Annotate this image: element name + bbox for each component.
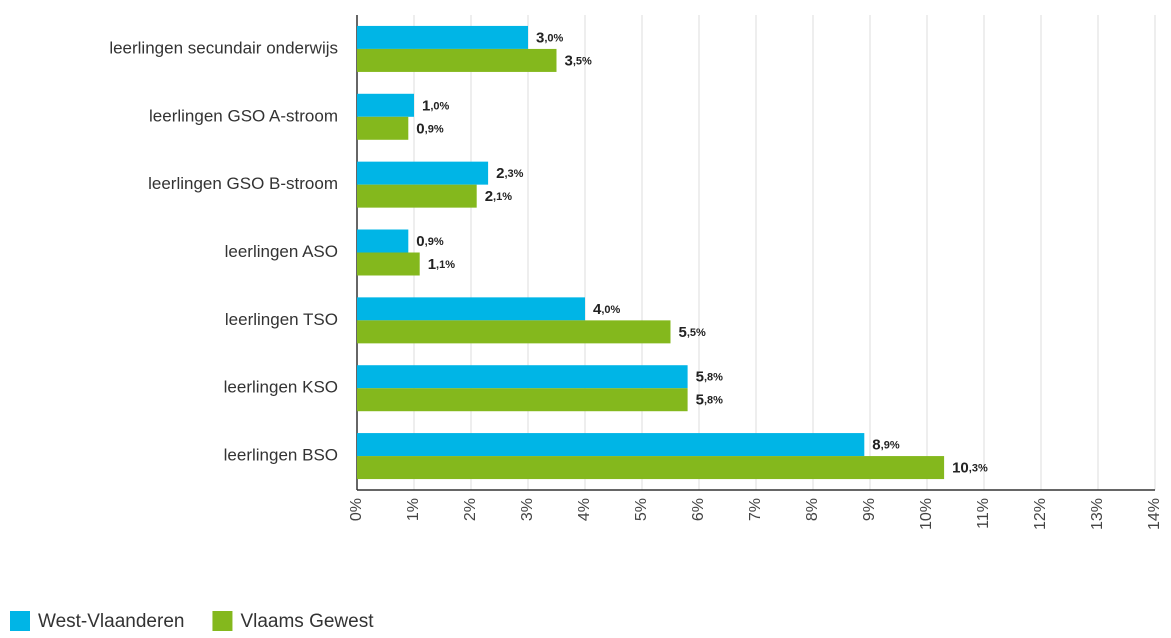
bar	[357, 456, 945, 480]
x-tick-label: 4%	[576, 498, 593, 521]
x-tick-label: 7%	[747, 498, 764, 521]
bar	[357, 93, 414, 117]
bar	[357, 365, 688, 389]
x-tick-label: 9%	[861, 498, 878, 521]
value-label: 5,5%	[679, 324, 707, 341]
bar	[357, 388, 688, 412]
value-label: 1,0%	[422, 97, 450, 114]
value-label: 8,9%	[872, 437, 900, 454]
value-label: 3,5%	[565, 52, 593, 69]
value-label: 5,8%	[696, 392, 724, 409]
x-tick-label: 3%	[519, 498, 536, 521]
category-label: leerlingen KSO	[224, 378, 338, 397]
x-tick-label: 5%	[633, 498, 650, 521]
x-tick-label: 11%	[975, 498, 992, 529]
category-label: leerlingen secundair onderwijs	[109, 38, 338, 57]
category-label: leerlingen GSO B-stroom	[148, 174, 338, 193]
value-label: 2,3%	[496, 165, 524, 182]
x-tick-label: 12%	[1032, 498, 1049, 530]
bar	[357, 116, 409, 140]
value-label: 4,0%	[593, 301, 621, 318]
value-label: 0,9%	[416, 233, 444, 250]
legend-label: West-Vlaanderen	[38, 611, 184, 632]
bar	[357, 184, 477, 208]
legend-swatch	[212, 611, 233, 631]
x-tick-label: 6%	[690, 498, 707, 521]
x-tick-label: 0%	[348, 498, 365, 521]
value-label: 2,1%	[485, 188, 513, 205]
bar	[357, 252, 420, 276]
category-label: leerlingen GSO A-stroom	[149, 106, 338, 125]
x-tick-label: 13%	[1089, 498, 1106, 530]
bar	[357, 433, 865, 457]
value-label: 10,3%	[952, 460, 988, 477]
x-tick-label: 2%	[462, 498, 479, 521]
value-label: 1,1%	[428, 256, 456, 273]
legend-label: Vlaams Gewest	[240, 611, 374, 632]
x-tick-label: 10%	[918, 498, 935, 530]
bar	[357, 320, 671, 344]
bar	[357, 161, 489, 185]
value-label: 3,0%	[536, 29, 564, 46]
category-label: leerlingen ASO	[225, 242, 338, 261]
x-tick-label: 8%	[804, 498, 821, 521]
bar	[357, 48, 557, 72]
category-label: leerlingen TSO	[225, 310, 338, 329]
bar	[357, 297, 585, 321]
value-label: 0,9%	[416, 120, 444, 137]
category-label: leerlingen BSO	[224, 446, 338, 465]
value-label: 5,8%	[696, 369, 724, 386]
x-tick-label: 1%	[405, 498, 422, 521]
legend-swatch	[10, 611, 30, 631]
x-tick-label: 14%	[1146, 498, 1163, 530]
bar	[357, 229, 409, 253]
bar	[357, 25, 528, 49]
